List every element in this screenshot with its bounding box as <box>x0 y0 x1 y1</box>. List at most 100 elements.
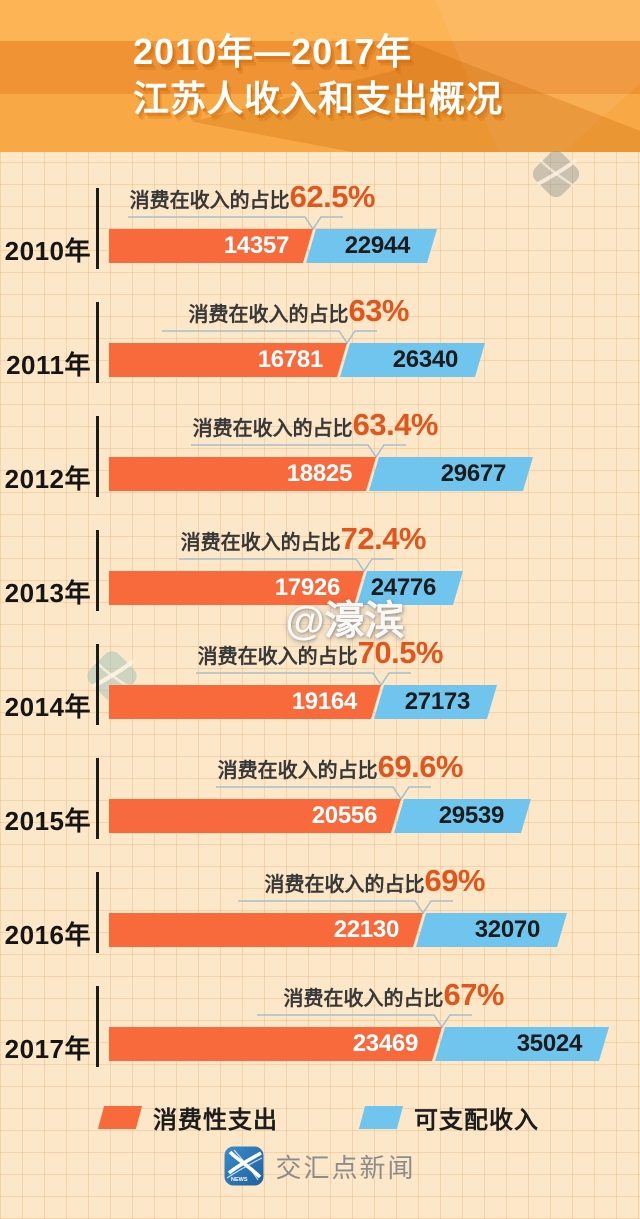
income-value: 29539 <box>438 802 504 829</box>
pointer-line-icon <box>179 558 394 573</box>
pointer-line-icon <box>196 672 411 687</box>
faint-brand-logo-top-icon <box>532 150 580 198</box>
news-app-icon: NEWS <box>224 1146 264 1186</box>
expense-value: 16781 <box>257 346 323 373</box>
axis-line <box>96 872 99 953</box>
axis-line <box>96 758 99 839</box>
pointer-line-icon <box>191 444 406 459</box>
ratio-label: 消费在收入的占比 69.6% <box>143 749 464 785</box>
ratio-value: 67% <box>443 977 504 1012</box>
legend-item-expense: 消费性支出 <box>97 1100 278 1135</box>
ratio-prefix: 消费在收入的占比 <box>197 646 358 668</box>
income-bar: 24776 <box>357 571 463 605</box>
income-bar: 27173 <box>374 685 497 719</box>
footer-brand-text: 交汇点新闻 <box>275 1152 416 1183</box>
expense-value: 18825 <box>286 460 352 487</box>
legend-swatch-income <box>358 1106 404 1129</box>
ratio-prefix: 消费在收入的占比 <box>129 190 290 212</box>
expense-bar: 19164 <box>109 685 381 719</box>
expense-bar: 22130 <box>109 913 423 947</box>
legend-label-income: 可支配收入 <box>414 1107 539 1134</box>
chart-row: 2010年 消费在收入的占比 62.5% 14357 22944 <box>0 173 640 287</box>
legend-swatch-expense <box>97 1106 143 1129</box>
pointer-line-icon <box>216 786 431 801</box>
chart-row: 2014年 消费在收入的占比 70.5% 19164 27173 <box>0 629 640 743</box>
income-bar: 29677 <box>369 457 533 491</box>
ratio-label: 消费在收入的占比 67% <box>184 977 504 1013</box>
year-label: 2015年 <box>4 806 91 836</box>
chart-row: 2017年 消费在收入的占比 67% 23469 35024 <box>0 971 640 1085</box>
chart-area: 2010年 消费在收入的占比 62.5% 14357 22944 2011年 消费… <box>0 173 640 1085</box>
ratio-prefix: 消费在收入的占比 <box>188 304 349 326</box>
news-icon-label: NEWS <box>231 1177 248 1183</box>
expense-bar: 17926 <box>109 571 364 605</box>
chart-row: 2012年 消费在收入的占比 63.4% 18825 29677 <box>0 401 640 515</box>
expense-value: 17926 <box>274 574 340 601</box>
axis-line <box>96 416 99 497</box>
expense-bar: 23469 <box>109 1027 442 1061</box>
expense-value: 14357 <box>223 232 289 259</box>
ratio-value: 63% <box>348 293 409 328</box>
income-value: 26340 <box>392 346 458 373</box>
ratio-label: 消费在收入的占比 63.4% <box>118 407 439 443</box>
footer: NEWS 交汇点新闻 <box>0 1146 640 1186</box>
pointer-line-icon <box>257 1014 472 1029</box>
header-banner: 2010年—2017年 江苏人收入和支出概况 <box>0 0 640 152</box>
expense-bar: 20556 <box>109 799 401 833</box>
axis-line <box>96 986 99 1067</box>
income-value: 22944 <box>344 232 410 259</box>
pointer-line-icon <box>238 900 453 915</box>
legend: 消费性支出 可支配收入 <box>0 1100 640 1135</box>
ratio-prefix: 消费在收入的占比 <box>217 760 378 782</box>
ratio-prefix: 消费在收入的占比 <box>283 988 444 1010</box>
axis-line <box>96 302 99 383</box>
legend-item-income: 可支配收入 <box>358 1100 539 1135</box>
chart-row: 2015年 消费在收入的占比 69.6% 20556 29539 <box>0 743 640 857</box>
year-label: 2010年 <box>4 236 91 266</box>
expense-value: 20556 <box>311 802 377 829</box>
expense-value: 23469 <box>352 1030 418 1057</box>
income-value: 29677 <box>440 460 506 487</box>
ratio-value: 72.4% <box>340 521 427 556</box>
income-bar: 35024 <box>435 1027 609 1061</box>
year-label: 2016年 <box>4 920 91 950</box>
page-title-line2: 江苏人收入和支出概况 <box>133 78 504 119</box>
ratio-label: 消费在收入的占比 69% <box>165 863 485 899</box>
ratio-value: 69% <box>424 863 485 898</box>
page-title: 2010年—2017年 江苏人收入和支出概况 <box>133 28 503 122</box>
ratio-prefix: 消费在收入的占比 <box>180 532 341 554</box>
expense-value: 22130 <box>333 916 399 943</box>
page-title-line1: 2010年—2017年 <box>133 31 413 72</box>
ratio-label: 消费在收入的占比 62.5% <box>55 179 376 215</box>
expense-value: 19164 <box>291 688 357 715</box>
ratio-value: 63.4% <box>352 407 439 442</box>
year-label: 2017年 <box>4 1034 91 1064</box>
income-value: 27173 <box>404 688 470 715</box>
axis-line <box>96 644 99 725</box>
pointer-line-icon <box>128 216 343 231</box>
income-value: 24776 <box>370 574 436 601</box>
income-value: 32070 <box>474 916 540 943</box>
ratio-value: 70.5% <box>357 635 444 670</box>
watermark-text: @濠滨 <box>285 599 405 643</box>
ratio-prefix: 消费在收入的占比 <box>264 874 425 896</box>
year-label: 2014年 <box>4 692 91 722</box>
ratio-label: 消费在收入的占比 70.5% <box>123 635 444 671</box>
year-label: 2012年 <box>4 464 91 494</box>
chart-row: 2013年 消费在收入的占比 72.4% 17926 24776 <box>0 515 640 629</box>
ratio-value: 62.5% <box>289 179 376 214</box>
income-bar: 32070 <box>416 913 567 947</box>
year-label: 2013年 <box>4 578 91 608</box>
ratio-prefix: 消费在收入的占比 <box>192 418 353 440</box>
ratio-label: 消费在收入的占比 72.4% <box>106 521 427 557</box>
income-bar: 22944 <box>306 229 437 263</box>
expense-bar: 16781 <box>109 343 347 377</box>
income-bar: 26340 <box>340 343 485 377</box>
income-bar: 29539 <box>394 799 531 833</box>
ratio-value: 69.6% <box>377 749 464 784</box>
chart-row: 2016年 消费在收入的占比 69% 22130 32070 <box>0 857 640 971</box>
income-value: 35024 <box>516 1030 582 1057</box>
pointer-line-icon <box>162 330 377 345</box>
expense-bar: 18825 <box>109 457 376 491</box>
